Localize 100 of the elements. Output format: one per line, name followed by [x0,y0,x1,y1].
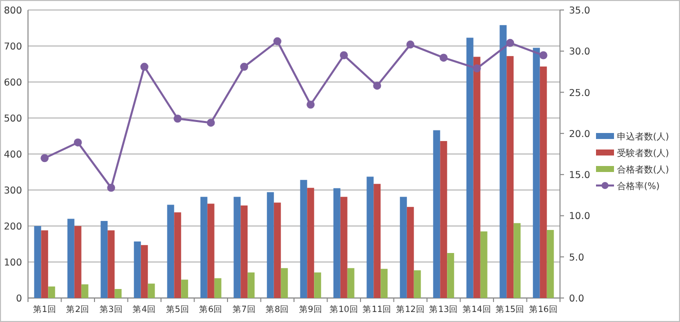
bar [234,196,241,298]
bar [366,176,374,298]
x-tick-label: 第16回 [528,304,558,315]
bar [340,196,348,298]
x-tick-label: 第6回 [199,304,223,315]
bar [41,230,48,298]
y2-tick-label: 5.0 [569,252,584,264]
point [539,51,548,60]
y-tick-label: 600 [4,78,22,88]
y2-tick-label: 30.0 [569,46,590,58]
bar [440,141,448,298]
point [406,40,414,49]
x-tick-label: 第13回 [429,304,458,315]
point [440,54,448,62]
point [240,62,248,71]
y2-tick-label: 0.0 [569,294,584,304]
point [273,37,282,46]
y-tick-label: 700 [4,42,22,52]
point [506,38,514,47]
point [74,138,82,146]
bar [347,268,354,298]
x-tick-label: 第15回 [496,304,525,315]
bar [307,188,314,298]
y-tick-label: 500 [4,114,22,124]
x-tick-label: 第5回 [166,304,190,315]
bar [167,204,174,298]
y2-tick-label: 35.0 [569,6,590,16]
x-tick-label: 第10回 [329,304,358,315]
bar [181,280,188,298]
legend-label: 合格者数(人) [617,164,670,176]
bar [433,130,440,298]
bar [266,192,274,298]
bar [500,25,507,298]
bar [214,278,222,298]
bar [174,212,182,298]
bar [74,226,82,298]
bar [480,231,488,298]
bar [48,286,56,298]
bar [108,230,115,298]
bar [248,272,255,298]
point [107,184,116,192]
y-tick-label: 800 [4,6,22,16]
bar [400,196,407,298]
x-tick-label: 第4回 [132,304,156,315]
bar [506,56,514,298]
point [206,118,215,127]
bar [546,230,554,298]
x-tick-label: 第12回 [396,304,425,315]
x-tick-label: 第9回 [298,304,322,315]
point [40,154,49,162]
bar [100,220,108,298]
bar [140,245,148,298]
bar [81,284,88,298]
bar [200,196,208,298]
bar [274,202,281,298]
bar [380,268,388,298]
legend-label: 受験者数(人) [617,148,670,159]
point [140,62,148,71]
x-tick-label: 第14回 [462,304,492,315]
bar [240,205,248,298]
point [373,82,382,90]
y-tick-label: 100 [4,258,22,268]
y-tick-label: 200 [4,222,22,232]
bar [114,289,122,298]
point [340,51,348,60]
y-tick-label: 400 [4,150,22,160]
y-tick-label: 0 [16,294,22,304]
bar [148,284,155,298]
bar [300,180,308,298]
bar [207,204,214,298]
point [306,100,315,109]
bar [406,206,414,298]
y2-tick-label: 25.0 [569,88,590,99]
point [472,64,481,72]
bar [374,184,381,298]
bar [34,226,42,298]
x-tick-label: 第8回 [266,304,290,315]
bar [540,66,547,298]
legend-label: 申込者数(人) [617,132,670,142]
bar [473,56,480,298]
x-tick-label: 第11回 [362,304,392,315]
y-tick-label: 300 [4,186,22,196]
bar [514,223,521,298]
bar [333,188,340,298]
x-tick-label: 第1回 [32,304,56,315]
y2-tick-label: 10.0 [569,211,590,222]
x-tick-label: 第7回 [232,304,256,315]
bar [532,48,540,298]
point [174,114,182,123]
bar [134,241,141,298]
bar [414,270,421,298]
bar [447,253,454,298]
bar [67,218,74,298]
x-tick-label: 第2回 [66,304,90,315]
legend-label: 合格率(%) [617,181,660,192]
y2-tick-label: 15.0 [569,170,590,182]
x-tick-label: 第3回 [99,304,123,315]
y2-tick-label: 20.0 [569,128,590,140]
bar [314,272,322,298]
bar [280,268,288,298]
